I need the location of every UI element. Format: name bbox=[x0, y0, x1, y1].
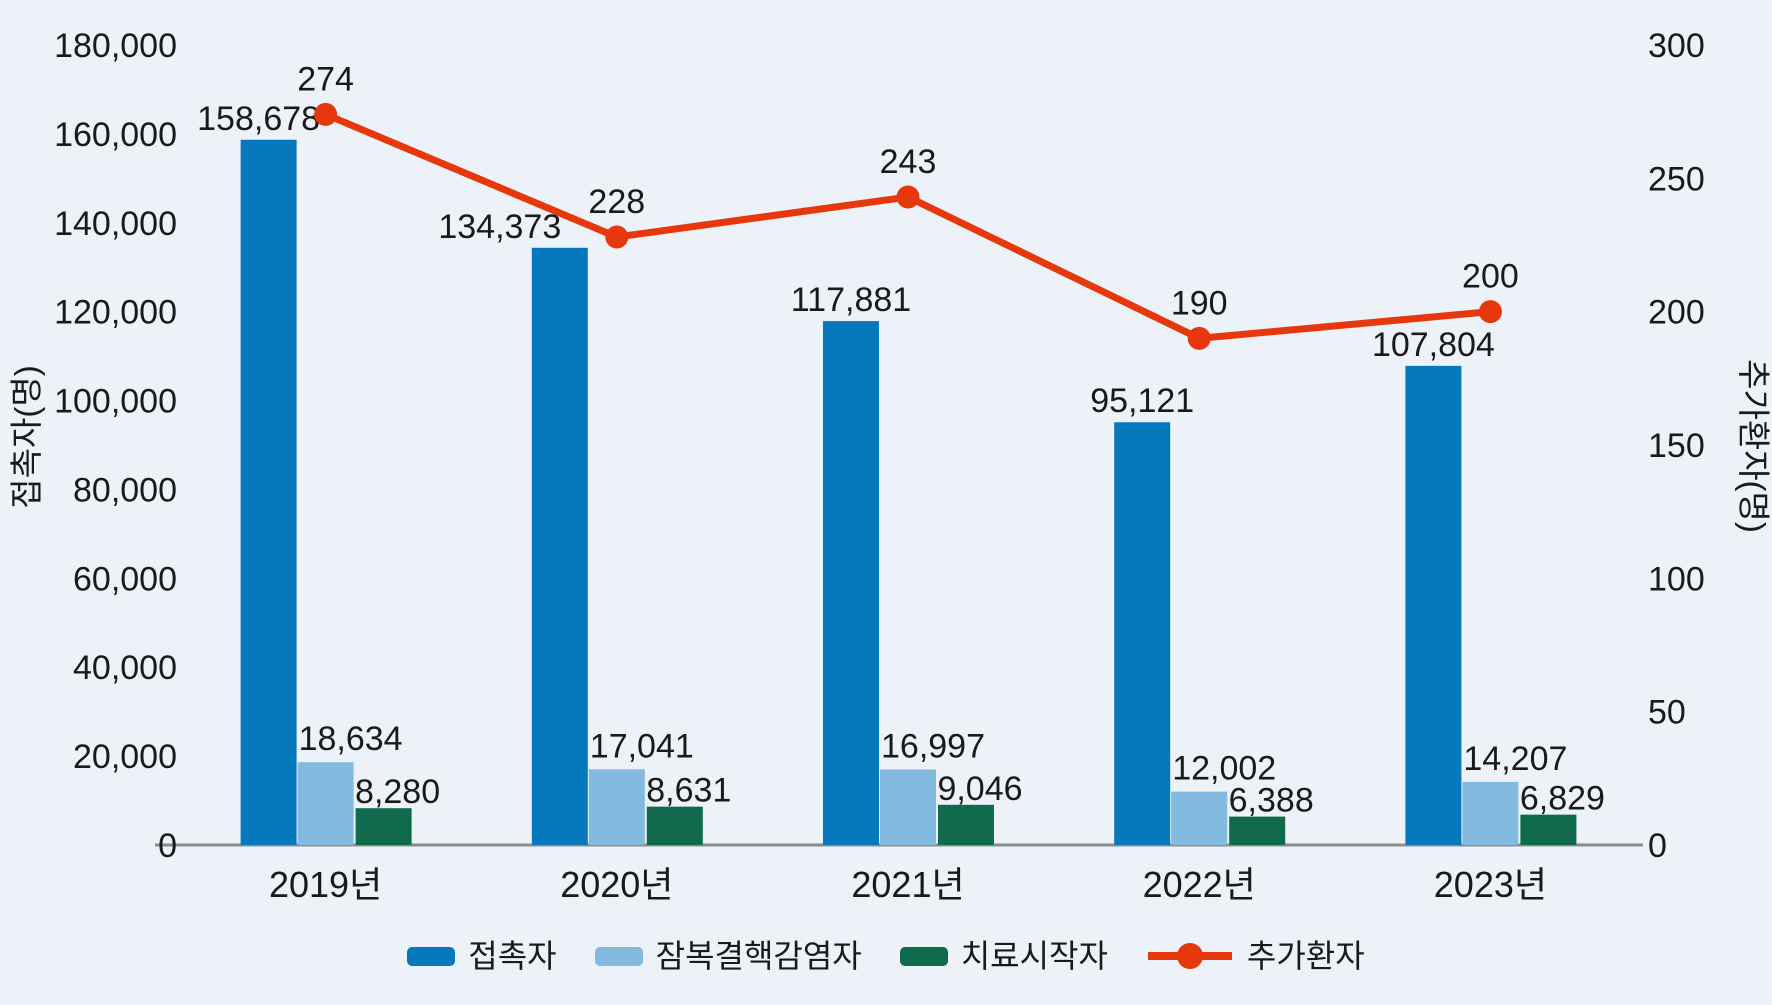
bar-치료시작자-2021년 bbox=[938, 804, 994, 845]
line-value-label: 228 bbox=[588, 183, 645, 221]
left-axis-tick-label: 120,000 bbox=[54, 294, 177, 332]
x-axis-label-2022년: 2022년 bbox=[1143, 864, 1256, 905]
x-axis-label-2023년: 2023년 bbox=[1434, 864, 1547, 905]
chart-legend: 접촉자 잠복결핵감염자 치료시작자 추가환자 bbox=[0, 936, 1772, 976]
right-axis-tick-label: 50 bbox=[1648, 694, 1686, 732]
legend-item-잠복결핵감염자: 잠복결핵감염자 bbox=[594, 938, 862, 974]
bar-value-label: 17,041 bbox=[590, 727, 694, 765]
bar-value-label: 8,280 bbox=[355, 773, 440, 811]
right-axis-tick-label: 0 bbox=[1648, 827, 1667, 865]
left-axis-tick-label: 0 bbox=[158, 827, 177, 865]
legend-swatch-icon bbox=[594, 946, 643, 966]
bar-접촉자-2022년 bbox=[1114, 422, 1171, 845]
bar-치료시작자-2020년 bbox=[646, 806, 703, 845]
line-value-label: 274 bbox=[297, 60, 354, 98]
line-point-2021년 bbox=[896, 185, 920, 209]
bar-value-label: 95,121 bbox=[1090, 382, 1194, 420]
bar-value-label: 6,829 bbox=[1520, 780, 1605, 818]
right-axis-tick-label: 150 bbox=[1648, 427, 1705, 465]
bar-value-label: 12,002 bbox=[1172, 750, 1276, 788]
bar-치료시작자-2023년 bbox=[1520, 814, 1577, 845]
legend-item-추가환자: 추가환자 bbox=[1146, 940, 1365, 972]
legend-swatch-icon bbox=[899, 946, 948, 966]
right-axis-tick-label: 300 bbox=[1648, 27, 1705, 65]
left-axis-tick-label: 60,000 bbox=[73, 560, 177, 598]
line-point-2023년 bbox=[1478, 300, 1502, 324]
bar-잠복결핵감염자-2019년 bbox=[297, 762, 354, 845]
legend-line-marker-icon bbox=[1147, 943, 1232, 969]
bar-접촉자-2021년 bbox=[823, 321, 879, 845]
right-axis-title: 추가환자(명) bbox=[1735, 359, 1772, 533]
right-axis-tick-label: 100 bbox=[1648, 560, 1705, 598]
x-axis-label-2019년: 2019년 bbox=[269, 864, 382, 905]
line-value-label: 190 bbox=[1171, 284, 1228, 322]
bar-value-label: 6,388 bbox=[1229, 782, 1314, 820]
left-axis-tick-label: 140,000 bbox=[54, 205, 177, 243]
bar-value-label: 107,804 bbox=[1372, 326, 1495, 364]
bar-value-label: 18,634 bbox=[299, 720, 403, 758]
line-value-label: 200 bbox=[1462, 258, 1519, 296]
right-axis-tick-label: 250 bbox=[1648, 160, 1705, 198]
legend-item-접촉자: 접촉자 bbox=[407, 938, 557, 974]
bar-접촉자-2023년 bbox=[1405, 365, 1462, 845]
bar-value-label: 16,997 bbox=[881, 727, 985, 765]
legend-label: 접촉자 bbox=[468, 938, 557, 974]
bar-value-label: 158,678 bbox=[197, 100, 320, 138]
bar-잠복결핵감염자-2020년 bbox=[588, 769, 645, 845]
bar-value-label: 134,373 bbox=[438, 208, 561, 246]
legend-label: 잠복결핵감염자 bbox=[655, 938, 862, 974]
bar-치료시작자-2022년 bbox=[1229, 816, 1286, 845]
line-point-2022년 bbox=[1187, 326, 1211, 350]
bar-value-label: 117,881 bbox=[791, 281, 911, 319]
bar-value-label: 9,046 bbox=[937, 770, 1022, 808]
bar-잠복결핵감염자-2022년 bbox=[1171, 791, 1228, 845]
bar-value-label: 8,631 bbox=[646, 772, 731, 810]
left-axis-tick-label: 180,000 bbox=[54, 27, 177, 65]
legend-label: 추가환자 bbox=[1246, 938, 1365, 974]
bar-잠복결핵감염자-2023년 bbox=[1462, 781, 1519, 845]
bar-value-label: 14,207 bbox=[1463, 740, 1567, 778]
x-axis-label-2021년: 2021년 bbox=[851, 864, 964, 905]
legend-swatch-icon bbox=[407, 946, 456, 966]
left-axis-tick-label: 20,000 bbox=[73, 738, 177, 776]
left-axis-title: 접촉자(명) bbox=[8, 365, 45, 508]
x-axis-label-2020년: 2020년 bbox=[560, 864, 673, 905]
legend-label: 치료시작자 bbox=[960, 938, 1108, 974]
line-point-2019년 bbox=[314, 102, 338, 126]
left-axis-tick-label: 40,000 bbox=[73, 649, 177, 687]
left-axis-tick-label: 80,000 bbox=[73, 471, 177, 509]
bar-접촉자-2020년 bbox=[531, 247, 588, 845]
line-value-label: 243 bbox=[880, 143, 937, 181]
bar-잠복결핵감염자-2021년 bbox=[880, 769, 936, 845]
bar-접촉자-2019년 bbox=[240, 139, 297, 845]
legend-item-치료시작자: 치료시작자 bbox=[899, 938, 1108, 974]
line-point-2020년 bbox=[605, 225, 629, 249]
bar-치료시작자-2019년 bbox=[355, 808, 412, 845]
left-axis-tick-label: 160,000 bbox=[54, 116, 177, 154]
left-axis-tick-label: 100,000 bbox=[54, 383, 177, 421]
right-axis-tick-label: 200 bbox=[1648, 294, 1705, 332]
